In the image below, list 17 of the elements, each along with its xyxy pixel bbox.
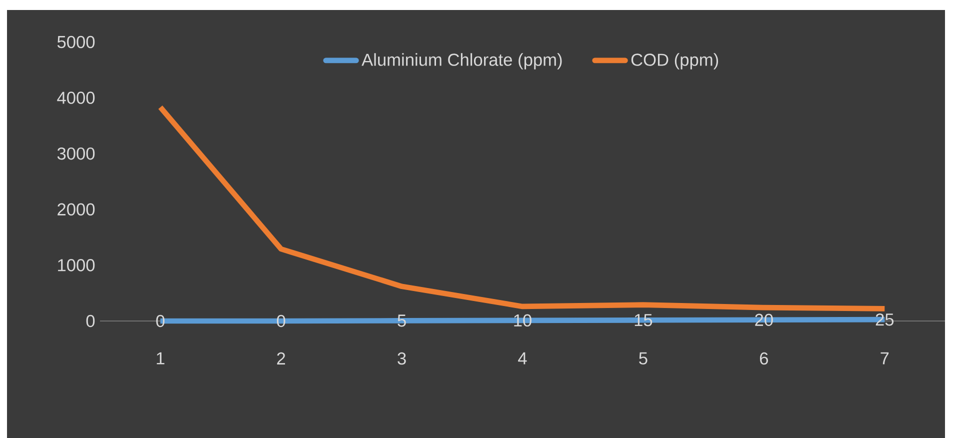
legend-label: COD (ppm)	[631, 53, 718, 70]
data-label: 25	[876, 313, 894, 326]
x-tick-label: 2	[277, 352, 286, 364]
y-tick-label: 0	[86, 314, 95, 328]
y-tick-label: 5000	[57, 36, 95, 48]
legend-label: Aluminium Chlorate (ppm)	[362, 53, 562, 70]
x-tick-label: 3	[398, 352, 406, 365]
x-tick-label: 4	[518, 352, 527, 364]
x-tick-label: 5	[639, 352, 648, 364]
x-tick-label: 7	[880, 352, 889, 364]
data-label: 0	[156, 314, 165, 328]
x-tick-label: 1	[156, 352, 164, 364]
y-tick-label: 1000	[58, 259, 95, 272]
y-tick-label: 2000	[58, 203, 95, 216]
y-tick-label: 3000	[57, 147, 95, 160]
x-tick-label: 6	[760, 352, 768, 365]
y-tick-label: 4000	[57, 92, 95, 104]
